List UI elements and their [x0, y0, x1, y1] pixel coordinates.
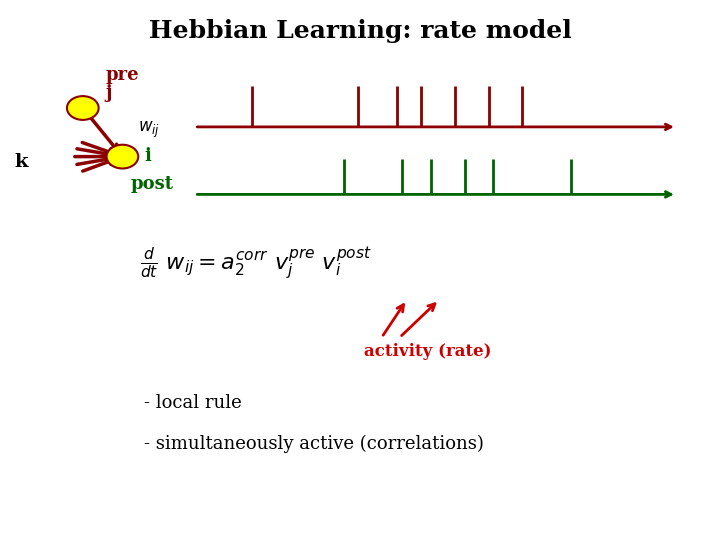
Text: - simultaneously active (correlations): - simultaneously active (correlations)	[144, 435, 484, 453]
Circle shape	[67, 96, 99, 120]
Text: i: i	[144, 147, 151, 165]
Text: k: k	[14, 153, 28, 171]
Text: - local rule: - local rule	[144, 394, 242, 412]
Text: $\frac{d}{dt}\ w_{ij} = a_2^{corr}\ v_j^{pre}\ v_i^{post}$: $\frac{d}{dt}\ w_{ij} = a_2^{corr}\ v_j^…	[140, 246, 372, 282]
Text: post: post	[131, 175, 174, 193]
Text: $\mathit{w}_{ij}$: $\mathit{w}_{ij}$	[138, 120, 161, 140]
Text: pre: pre	[106, 66, 140, 84]
Circle shape	[107, 145, 138, 168]
Text: Hebbian Learning: rate model: Hebbian Learning: rate model	[148, 19, 572, 43]
Text: activity (rate): activity (rate)	[364, 343, 491, 360]
Text: j: j	[106, 84, 112, 102]
